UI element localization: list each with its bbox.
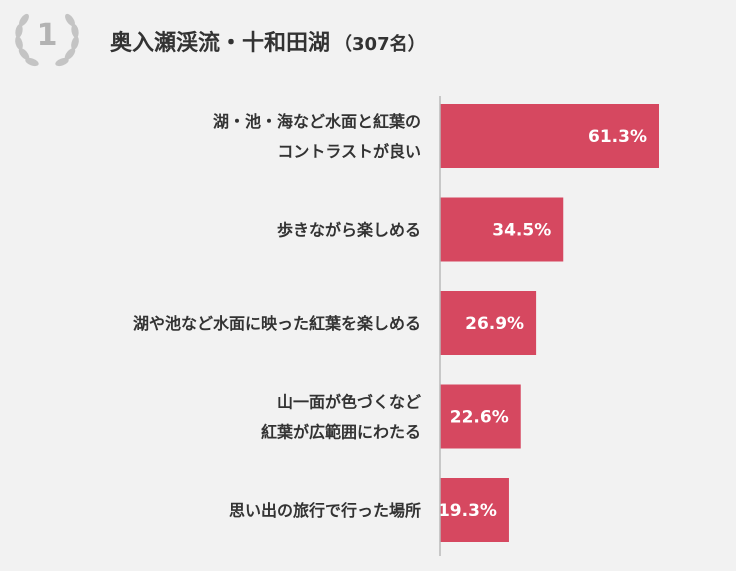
category-label-5: 思い出の旅行で行った場所 — [229, 501, 421, 520]
category-label-3: 湖や池など水面に映った紅葉を楽しめる — [133, 314, 421, 333]
bar-5 — [440, 478, 509, 542]
category-label-4-line-1: 山一面が色づくなど — [277, 393, 421, 412]
value-label-4: 22.6% — [450, 408, 509, 428]
bar-1 — [440, 104, 659, 168]
category-label-1-line-1: 湖・池・海など水面と紅葉の — [213, 112, 421, 131]
bar-3 — [440, 291, 537, 355]
laurel-icon — [15, 13, 79, 67]
respondent-count: （307名） — [334, 34, 426, 55]
value-label-1: 61.3% — [588, 127, 647, 147]
category-label-1-line-2: コントラストが良い — [277, 142, 421, 161]
chart-header: 1 奥入瀬渓流・十和田湖 （307名） — [10, 8, 710, 72]
value-label-3: 26.9% — [465, 314, 524, 334]
rank-number: 1 — [36, 18, 58, 53]
title-text: 奥入瀬渓流・十和田湖 — [110, 31, 331, 56]
bar-2 — [440, 197, 564, 262]
value-label-2: 34.5% — [492, 221, 551, 241]
category-label-2: 歩きながら楽しめる — [277, 221, 421, 240]
category-label-4-line-2: 紅葉が広範囲にわたる — [261, 423, 421, 442]
rank-laurel-badge: 1 — [10, 8, 84, 72]
chart-title: 奥入瀬渓流・十和田湖 （307名） — [110, 25, 426, 57]
bar-4 — [440, 384, 521, 449]
value-label-5: 19.3% — [438, 501, 497, 521]
